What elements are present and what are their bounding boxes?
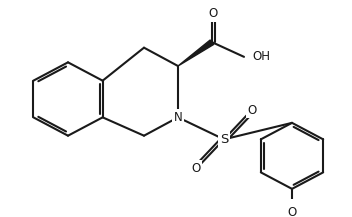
Polygon shape xyxy=(178,40,214,66)
Text: O: O xyxy=(247,104,257,117)
Text: O: O xyxy=(191,162,201,175)
Text: N: N xyxy=(174,111,182,124)
Text: O: O xyxy=(208,7,218,20)
Text: S: S xyxy=(220,133,228,146)
Text: O: O xyxy=(287,206,297,217)
Text: OH: OH xyxy=(252,50,270,63)
